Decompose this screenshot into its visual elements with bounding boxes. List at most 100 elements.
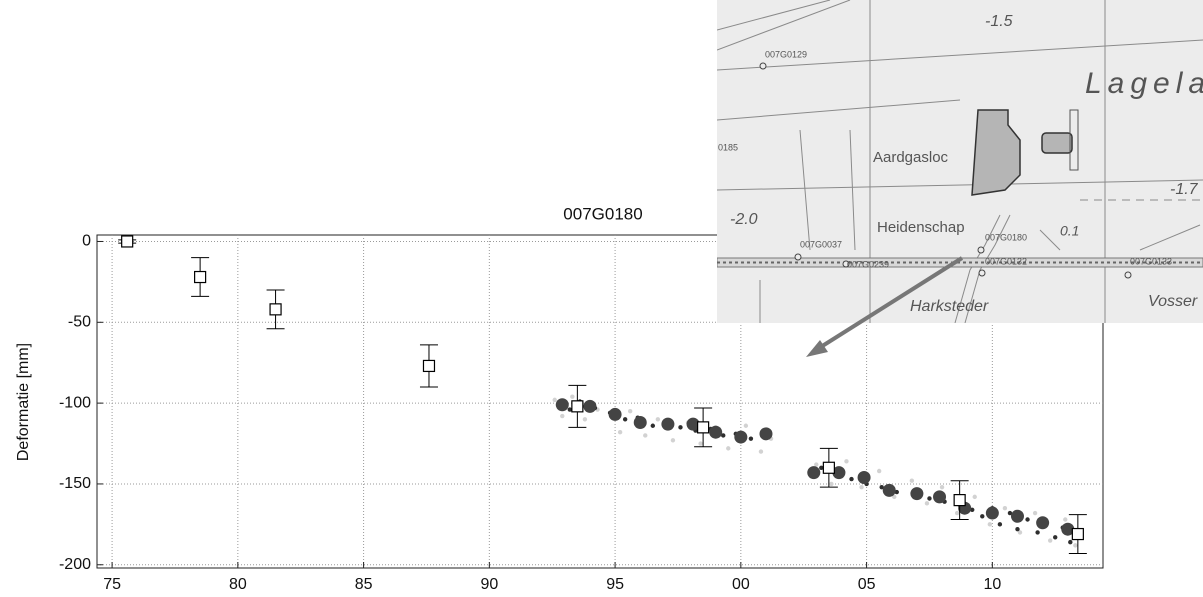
mean-point bbox=[1061, 522, 1075, 536]
insar-point bbox=[1068, 539, 1073, 545]
insar-point bbox=[876, 468, 882, 474]
insar-point bbox=[939, 484, 945, 490]
insar-point bbox=[552, 397, 557, 403]
gas-location-pond bbox=[1041, 132, 1073, 154]
x-tick-label: 90 bbox=[480, 576, 498, 593]
y-tick-label: -150 bbox=[59, 475, 91, 492]
benchmark-markers bbox=[759, 62, 1132, 279]
mean-point bbox=[807, 466, 821, 480]
insar-point bbox=[726, 446, 731, 451]
y-tick-label: -50 bbox=[68, 314, 91, 331]
map-label: Heidenschap bbox=[877, 219, 965, 236]
insar-point bbox=[627, 408, 633, 414]
insar-point bbox=[698, 441, 703, 446]
insar-point bbox=[1073, 543, 1078, 548]
insar-point bbox=[859, 484, 864, 490]
insar-point bbox=[1063, 517, 1068, 522]
x-tick-label: 85 bbox=[355, 576, 373, 593]
insar-point bbox=[622, 417, 628, 422]
insar-point bbox=[814, 462, 819, 467]
insar-point bbox=[1053, 535, 1058, 540]
insar-point bbox=[954, 510, 960, 516]
mean-point bbox=[583, 399, 597, 413]
mean-point bbox=[709, 425, 723, 439]
mean-point bbox=[832, 466, 846, 480]
site-fence bbox=[1069, 109, 1079, 171]
leveling-point bbox=[697, 421, 710, 434]
y-tick-label: -100 bbox=[59, 394, 91, 411]
y-tick-label: -200 bbox=[59, 556, 91, 573]
insar-point bbox=[655, 417, 661, 422]
map-label: 007G0037 bbox=[800, 239, 842, 249]
insar-point bbox=[670, 438, 676, 443]
insar-point bbox=[1025, 517, 1030, 522]
insar-point bbox=[987, 522, 993, 527]
insar-point bbox=[678, 425, 683, 430]
map-label: 0185 bbox=[718, 142, 738, 152]
x-tick-label: 00 bbox=[732, 576, 750, 593]
insar-point bbox=[1002, 505, 1008, 511]
leveling-point bbox=[422, 359, 436, 373]
insar-point bbox=[844, 459, 849, 464]
mean-point bbox=[910, 487, 924, 501]
leveling-point bbox=[953, 494, 966, 507]
insar-point bbox=[1007, 510, 1013, 516]
mean-point bbox=[686, 417, 700, 431]
map-label: 007G0129 bbox=[765, 49, 807, 59]
gas-location-building bbox=[971, 109, 1021, 196]
map-label: 007G0239 bbox=[847, 259, 889, 269]
insar-point bbox=[567, 407, 573, 412]
map-label: Vosser bbox=[1148, 293, 1198, 310]
y-axis-label: Deformatie [mm] bbox=[15, 343, 32, 461]
insar-point bbox=[743, 423, 749, 428]
x-tick-label: 80 bbox=[229, 576, 247, 593]
insar-point bbox=[849, 476, 854, 482]
insar-point bbox=[909, 478, 915, 483]
insar-point bbox=[879, 484, 884, 490]
insar-point bbox=[829, 481, 834, 487]
map-label: 0.1 bbox=[1060, 223, 1079, 239]
mean-point bbox=[555, 398, 569, 412]
map-label: 007G0133 bbox=[1130, 256, 1172, 266]
map-labels: -1.5 007G0129 Lagela 0185 Aardgasloc -1.7 -2.0… bbox=[718, 13, 1203, 315]
insar-point bbox=[758, 449, 764, 454]
map-label: -1.5 bbox=[985, 13, 1013, 30]
insar-point bbox=[892, 494, 897, 500]
map-label: -1.7 bbox=[1170, 181, 1199, 198]
insar-point bbox=[819, 465, 824, 470]
insar-point bbox=[1032, 510, 1038, 516]
map-label: Lagela bbox=[1085, 67, 1203, 100]
insar-point bbox=[650, 423, 656, 428]
leveling-point bbox=[1071, 527, 1084, 541]
insar-point bbox=[570, 394, 575, 399]
mean-point bbox=[759, 427, 773, 441]
insar-point bbox=[1035, 530, 1040, 535]
plot-frame bbox=[96, 234, 1104, 569]
chart-title: 007G0180 bbox=[563, 204, 642, 223]
y-tick-label: 0 bbox=[82, 233, 91, 250]
insar-point bbox=[1017, 530, 1023, 535]
plot: 0 -50 -100 -150 -200 75 80 85 90 95 00 05 10 bbox=[59, 233, 1103, 593]
mean-point bbox=[933, 490, 947, 504]
insar-point bbox=[1015, 527, 1020, 532]
map-label: 007G0132 bbox=[985, 256, 1027, 266]
map-background bbox=[717, 0, 1203, 323]
mean-point bbox=[608, 407, 622, 421]
map-label: Harksteder bbox=[910, 298, 989, 315]
leveling-point bbox=[822, 461, 835, 474]
insar-point bbox=[748, 436, 754, 441]
mean-point bbox=[633, 416, 647, 430]
map-label: Aardgasloc bbox=[873, 149, 949, 166]
mean-point bbox=[734, 430, 748, 444]
leveling-point bbox=[194, 270, 207, 284]
mean-point bbox=[882, 483, 896, 497]
mean-point bbox=[1036, 516, 1050, 530]
insar-point bbox=[924, 501, 930, 506]
mean-point bbox=[857, 470, 871, 484]
x-tick-label: 95 bbox=[606, 576, 624, 593]
insar-point bbox=[560, 413, 565, 419]
pointer-arrow bbox=[814, 256, 964, 352]
pointer-arrowhead bbox=[806, 340, 828, 357]
x-tick-label: 05 bbox=[858, 576, 876, 593]
